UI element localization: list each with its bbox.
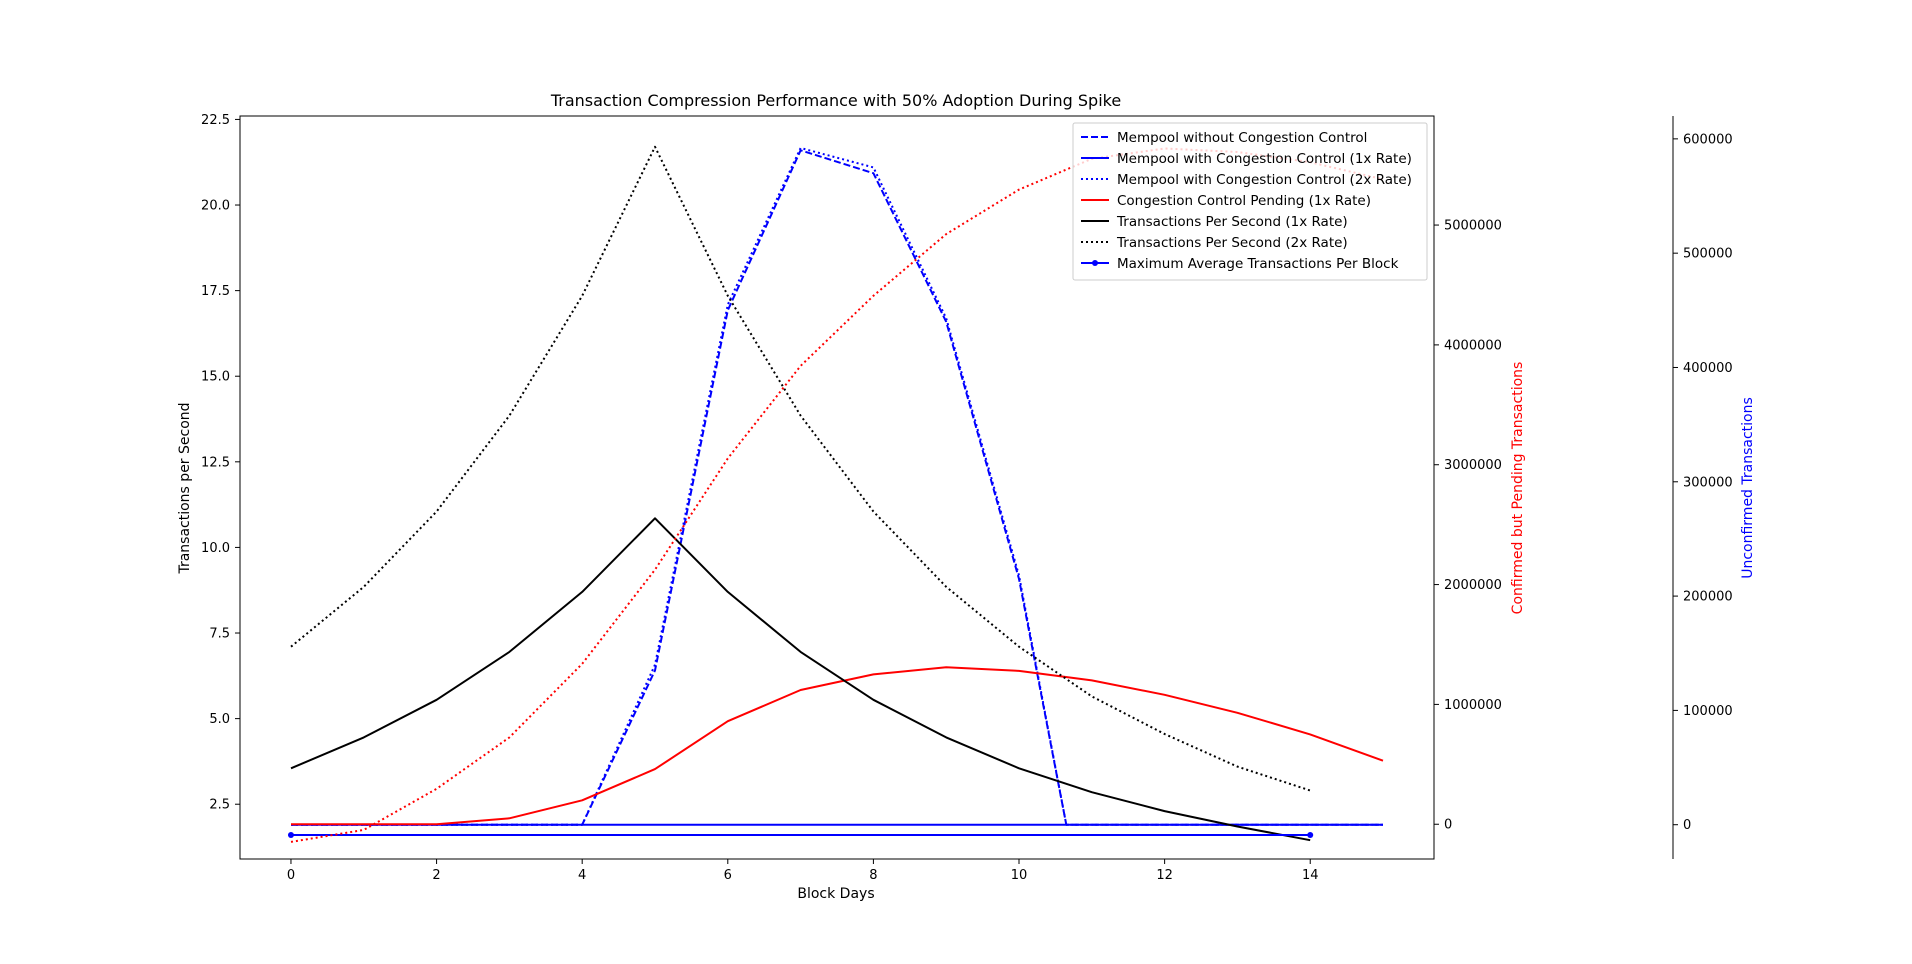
right2-tick-label-5: 500000 xyxy=(1683,247,1733,262)
right2-tick-label-0: 0 xyxy=(1683,818,1691,833)
series-marker-6-0 xyxy=(287,832,294,839)
legend-label-6: Maximum Average Transactions Per Block xyxy=(1117,256,1399,272)
right2-tick-label-1: 100000 xyxy=(1683,704,1733,719)
x-axis-title: Block Days xyxy=(797,886,874,902)
x-tick-label-7: 14 xyxy=(1302,868,1319,883)
x-tick-label-4: 8 xyxy=(869,868,877,883)
x-tick-label-6: 12 xyxy=(1156,868,1173,883)
left-axis-title: Transactions per Second xyxy=(177,402,193,574)
axes-layer: 0 2 4 6 8 10 12 14 2.5 5.0 7.5 10.0 12.5 15.0 17.5 20.0… xyxy=(201,113,1733,883)
x-tick-label-3: 6 xyxy=(724,868,732,883)
legend-marker-6 xyxy=(1092,260,1098,266)
x-tick-label-5: 10 xyxy=(1011,868,1028,883)
series-layer xyxy=(287,145,1384,843)
left-tick-label-5: 15.0 xyxy=(201,370,230,385)
legend-box xyxy=(1072,122,1428,281)
right2-tick-label-2: 200000 xyxy=(1683,590,1733,605)
left-tick-label-1: 5.0 xyxy=(209,712,230,727)
plot-frame xyxy=(239,115,1435,860)
x-tick-label-0: 0 xyxy=(287,868,295,883)
right-axis-unconfirmed-title: Unconfirmed Transactions xyxy=(1740,397,1756,579)
right1-tick-label-0: 0 xyxy=(1444,818,1452,833)
right2-tick-label-6: 600000 xyxy=(1683,132,1733,147)
legend-label-5: Transactions Per Second (2x Rate) xyxy=(1116,235,1348,251)
left-tick-label-4: 12.5 xyxy=(201,455,230,470)
right2-tick-label-4: 400000 xyxy=(1683,361,1733,376)
right-axis-pending-title: Confirmed but Pending Transactions xyxy=(1510,362,1526,615)
series-marker-6-1 xyxy=(1307,832,1314,839)
legend-label-4: Transactions Per Second (1x Rate) xyxy=(1116,214,1348,230)
left-tick-label-8: 22.5 xyxy=(201,113,230,128)
right1-tick-label-5: 5000000 xyxy=(1444,219,1502,234)
left-tick-label-3: 10.0 xyxy=(201,541,230,556)
right1-tick-label-1: 1000000 xyxy=(1444,698,1502,713)
series-line-4 xyxy=(290,517,1311,842)
left-tick-label-0: 2.5 xyxy=(209,798,230,813)
right2-tick-label-3: 300000 xyxy=(1683,475,1733,490)
left-tick-label-7: 20.0 xyxy=(201,199,230,214)
right1-tick-label-3: 3000000 xyxy=(1444,458,1502,473)
left-tick-label-2: 7.5 xyxy=(209,627,230,642)
right1-tick-label-2: 2000000 xyxy=(1444,578,1502,593)
legend-label-1: Mempool with Congestion Control (1x Rate… xyxy=(1117,151,1412,167)
series-line-3 xyxy=(291,666,1384,826)
left-tick-label-6: 17.5 xyxy=(201,284,230,299)
legend-label-0: Mempool without Congestion Control xyxy=(1117,130,1367,146)
chart-title: Transaction Compression Performance with… xyxy=(550,91,1121,110)
x-tick-label-1: 2 xyxy=(432,868,440,883)
right1-tick-label-4: 4000000 xyxy=(1444,338,1502,353)
series-line-5 xyxy=(290,145,1311,792)
legend-label-2: Mempool with Congestion Control (2x Rate… xyxy=(1117,172,1412,188)
legend-label-3: Congestion Control Pending (1x Rate) xyxy=(1117,193,1371,209)
x-tick-label-2: 4 xyxy=(578,868,586,883)
legend: Mempool without Congestion Control Mempoo… xyxy=(1072,122,1428,281)
